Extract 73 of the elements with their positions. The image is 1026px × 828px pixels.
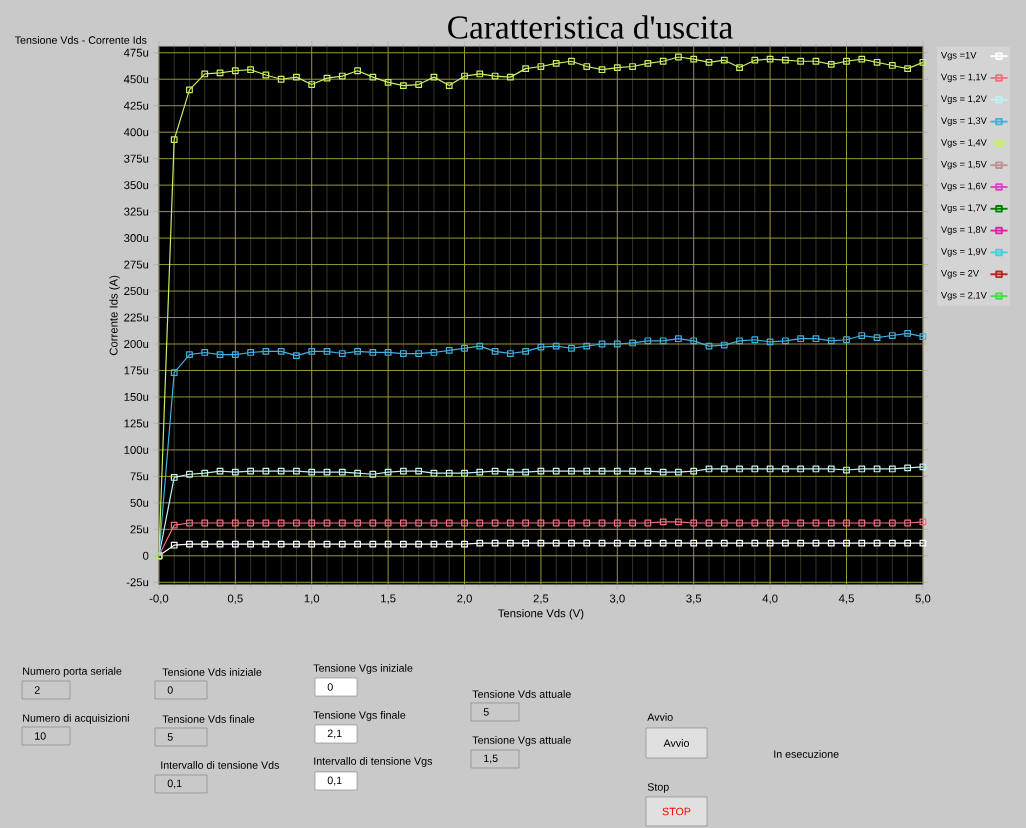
x-tick-label: -0,0 xyxy=(149,594,169,604)
y-tick-label: 450u xyxy=(123,75,149,84)
text: Intervallo di tensione Vgs xyxy=(314,757,433,767)
legend-label: Vgs = 1,9V xyxy=(940,248,987,257)
x-tick-label: 5,0 xyxy=(915,594,931,604)
text: 0,1 xyxy=(167,779,182,789)
text: 0 xyxy=(167,686,173,694)
x-tick-label: 4,5 xyxy=(838,594,854,604)
chart-subtitle: Tensione Vds - Corrente Ids xyxy=(14,36,147,44)
y-tick-label: 275u xyxy=(124,260,149,269)
legend-label: Vgs = 1,3V xyxy=(940,117,987,126)
y-tick-label: 0 xyxy=(143,551,149,560)
y-tick-label: 100u xyxy=(124,445,149,454)
text: 2,1 xyxy=(327,729,342,739)
legend-label: Vgs = 2V xyxy=(940,270,980,279)
y-tick-label: 200u xyxy=(124,339,149,348)
y-tick-label: 250u xyxy=(124,287,149,296)
text: STOP xyxy=(662,807,691,816)
legend-label: Vgs = 1,5V xyxy=(940,160,987,170)
text: In esecuzione xyxy=(774,750,839,758)
text: Stop xyxy=(647,783,669,793)
legend-label: Vgs = 1,2V xyxy=(940,95,987,104)
text: Tensione Vds iniziale xyxy=(162,668,262,676)
y-tick-label: 125u xyxy=(124,419,149,428)
y-tick-label: -25u xyxy=(126,578,149,587)
text: 5 xyxy=(167,733,173,741)
legend-label: Vgs =1V xyxy=(940,52,977,61)
text: 0,1 xyxy=(327,776,342,786)
text: Tensione Vgs attuale xyxy=(472,736,571,746)
x-tick-label: 1,0 xyxy=(304,594,320,604)
x-tick-label: 2,5 xyxy=(533,594,549,604)
y-tick-label: 25u xyxy=(130,525,149,534)
y-tick-label: 50u xyxy=(130,498,149,507)
text: 1,5 xyxy=(484,754,498,764)
text: Tensione Vgs finale xyxy=(313,711,406,721)
y-tick-label: 75u xyxy=(130,472,149,481)
legend-label: Vgs = 1,7V xyxy=(940,204,987,213)
x-axis-title: Tensione Vds (V) xyxy=(498,608,584,620)
y-tick-label: 375u xyxy=(124,154,149,163)
text: Tensione Vds finale xyxy=(162,715,255,723)
chart-title: Caratteristica d'uscita xyxy=(448,15,733,39)
text: Tensione Vgs iniziale xyxy=(313,664,413,674)
y-tick-label: 350u xyxy=(124,181,149,190)
text: 2 xyxy=(34,686,40,694)
text: 5 xyxy=(483,708,489,716)
text: Tensione Vds attuale xyxy=(472,690,571,698)
x-tick-label: 3,5 xyxy=(686,594,702,604)
y-tick-label: 400u xyxy=(123,128,149,137)
x-tick-label: 2,0 xyxy=(457,594,472,604)
y-tick-label: 175u xyxy=(124,366,149,375)
text: 0 xyxy=(327,683,333,691)
x-tick-label: 1,5 xyxy=(381,594,396,604)
text: Intervallo di tensione Vds xyxy=(161,761,280,769)
legend-label: Vgs = 2,1V xyxy=(940,291,987,301)
y-tick-label: 225u xyxy=(124,313,149,322)
y-axis-title: Corrente Ids (A) xyxy=(109,275,120,356)
legend-label: Vgs = 1,8V xyxy=(940,226,987,235)
legend-label: Vgs = 1,6V xyxy=(940,182,987,192)
x-tick-label: 0,5 xyxy=(227,594,243,604)
legend-label: Vgs = 1,4V xyxy=(940,139,987,148)
x-tick-label: 4,0 xyxy=(762,594,778,604)
text: 10 xyxy=(35,732,46,740)
y-tick-label: 475u xyxy=(123,48,149,57)
y-tick-label: 300u xyxy=(124,234,149,243)
text: Avvio xyxy=(663,739,689,747)
x-tick-label: 3,0 xyxy=(609,594,625,604)
text: Avvio xyxy=(647,713,673,721)
y-tick-label: 325u xyxy=(124,207,149,216)
y-tick-label: 150u xyxy=(124,392,149,401)
y-tick-label: 425u xyxy=(123,101,149,110)
legend-label: Vgs = 1,1V xyxy=(940,73,987,83)
text: Numero di acquisizioni xyxy=(23,714,129,724)
text: Numero porta seriale xyxy=(23,667,122,677)
